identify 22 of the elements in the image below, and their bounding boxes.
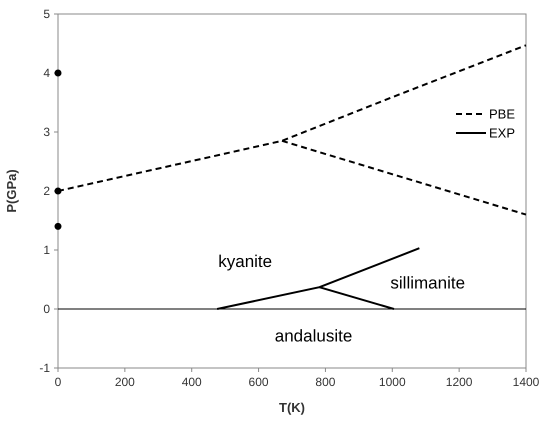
legend-label: PBE (489, 106, 516, 122)
x-tick-label: 600 (248, 375, 269, 389)
x-axis-title: T(K) (279, 400, 305, 415)
x-tick-label: 1400 (512, 375, 540, 389)
y-tick-label: 0 (43, 302, 50, 316)
annotation: andalusite (274, 326, 352, 346)
y-tick-label: 3 (43, 125, 50, 140)
y-axis-title: P(GPa) (4, 169, 19, 213)
x-tick-label: 1000 (378, 375, 406, 389)
legend-label: EXP (489, 126, 516, 141)
y-tick-label: 5 (43, 7, 50, 22)
x-tick-label: 0 (54, 375, 62, 389)
x-tick-label: 400 (182, 375, 202, 389)
x-tick-label: 200 (114, 375, 136, 389)
y-tick-label: 1 (43, 243, 50, 258)
x-tick-label: 1200 (446, 375, 473, 389)
annotation: sillimanite (390, 273, 466, 292)
annotation: kyanite (218, 252, 272, 272)
y-tick-label: 2 (43, 184, 50, 198)
y-tick-label: -1 (39, 361, 50, 376)
x-tick-label: 800 (315, 375, 336, 389)
y-tick-label: 4 (43, 66, 50, 80)
